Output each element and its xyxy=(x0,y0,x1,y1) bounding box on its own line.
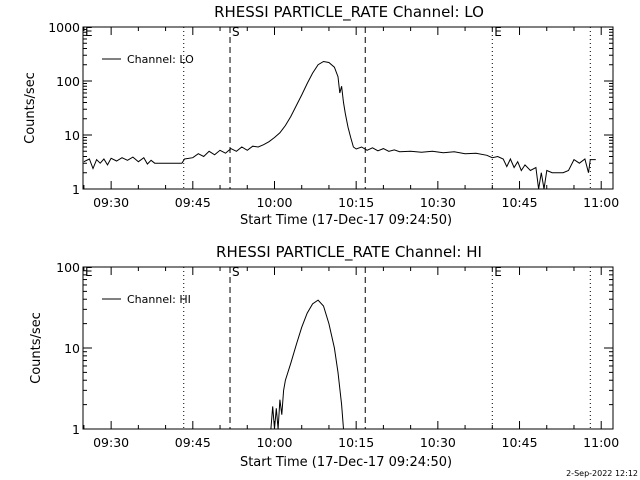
chart-title-hi: RHESSI PARTICLE_RATE Channel: HI xyxy=(216,243,482,262)
y-tick-label-lo: 1000 xyxy=(48,20,80,35)
chart-panel-hi: RHESSI PARTICLE_RATE Channel: HI Start T… xyxy=(29,243,619,470)
y-tick-label-hi: 100 xyxy=(56,260,80,275)
x-tick-label-hi: 10:45 xyxy=(502,435,538,450)
y-tick-label-lo: 10 xyxy=(64,128,80,143)
x-tick-label-lo: 10:45 xyxy=(502,195,538,210)
y-tick-label-hi: 1 xyxy=(72,422,80,437)
event-marker-label-lo: E xyxy=(85,25,93,39)
x-tick-label-hi: 10:30 xyxy=(420,435,456,450)
event-marker-label-hi: E xyxy=(85,265,93,279)
y-tick-label-lo: 100 xyxy=(56,74,80,89)
x-axis-label-hi: Start Time (17-Dec-17 09:24:50) xyxy=(240,455,452,470)
plot-frame-lo xyxy=(82,26,614,190)
series-line-hi xyxy=(270,299,344,430)
y-tick-label-hi: 10 xyxy=(64,341,80,356)
x-tick-label-lo: 10:30 xyxy=(420,195,456,210)
y-tick-label-lo: 1 xyxy=(72,182,80,197)
legend-entry-hi: Channel: HI xyxy=(127,293,191,306)
event-marker-label-lo: E xyxy=(494,25,502,39)
y-axis-label-hi: Counts/sec xyxy=(29,312,44,384)
plot-frame-hi xyxy=(82,266,614,430)
x-tick-label-hi: 09:45 xyxy=(175,435,211,450)
x-tick-label-hi: 09:30 xyxy=(93,435,129,450)
x-tick-label-lo: 09:45 xyxy=(175,195,211,210)
series-line-lo xyxy=(83,60,596,190)
x-tick-label-lo: 09:30 xyxy=(93,195,129,210)
plot-area-hi: 09:30 09:45 10:00 10:15 10:30 10:45 11:00 1 10 10… xyxy=(56,260,619,450)
x-tick-label-hi: 11:00 xyxy=(583,435,619,450)
x-axis-label-lo: Start Time (17-Dec-17 09:24:50) xyxy=(240,213,452,228)
x-tick-label-hi: 10:00 xyxy=(256,435,292,450)
x-tick-label-lo: 10:15 xyxy=(338,195,374,210)
chart-title-lo: RHESSI PARTICLE_RATE Channel: LO xyxy=(214,3,484,22)
event-marker-label-hi: S xyxy=(232,265,240,279)
legend-entry-lo: Channel: LO xyxy=(127,53,194,66)
x-tick-label-hi: 10:15 xyxy=(338,435,374,450)
y-axis-label-lo: Counts/sec xyxy=(23,72,38,144)
plot-area-lo: 09:30 09:45 10:00 10:15 10:30 10:45 11:00 1 10 10… xyxy=(48,20,619,210)
event-marker-label-hi: E xyxy=(494,265,502,279)
chart-panel-lo: RHESSI PARTICLE_RATE Channel: LO Start T… xyxy=(23,3,619,228)
date-stamp: 2-Sep-2022 12:12 xyxy=(566,469,638,478)
x-tick-label-lo: 10:00 xyxy=(256,195,292,210)
x-tick-label-lo: 11:00 xyxy=(583,195,619,210)
event-marker-label-lo: S xyxy=(232,25,240,39)
